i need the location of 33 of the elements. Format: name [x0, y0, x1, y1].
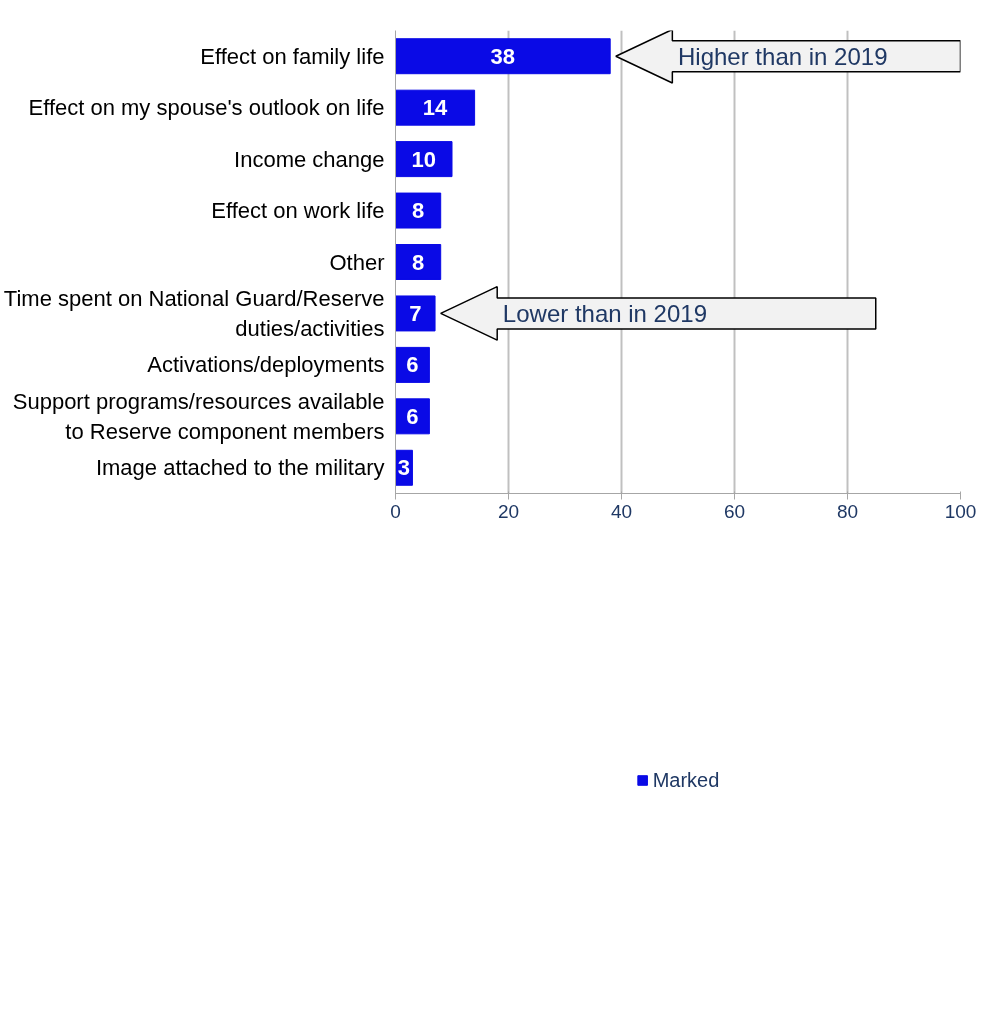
legend-label: Marked — [652, 768, 720, 792]
data-label: 6 — [406, 403, 419, 429]
bar — [395, 244, 442, 280]
annotation: Higher than in 2019 — [678, 42, 888, 70]
y-tick-label: Effect on work life — [211, 198, 385, 224]
bar — [395, 38, 611, 75]
y-tick-label: Support programs/resources available to Reserve component members — [12, 388, 385, 444]
bar — [395, 192, 442, 229]
x-tick-label: 80 — [836, 500, 859, 522]
data-label: 6 — [406, 352, 419, 378]
data-label: 3 — [397, 455, 411, 481]
y-tick-label: Activations/deployments — [147, 352, 385, 378]
bar — [395, 141, 453, 178]
y-tick-label: Image attached to the military — [95, 455, 385, 481]
data-label: 7 — [409, 300, 422, 326]
data-label: 8 — [411, 249, 425, 275]
x-tick-label: 40 — [610, 500, 633, 522]
bar — [395, 89, 476, 126]
y-tick-label: Time spent on National Guard/Reserve duties/activities — [3, 285, 385, 341]
data-label: 38 — [490, 43, 516, 69]
x-tick-label: 60 — [723, 500, 746, 522]
bar — [395, 295, 436, 332]
y-tick-label: Income change — [234, 146, 385, 172]
x-tick-label: 20 — [497, 500, 520, 522]
annotation: Lower than in 2019 — [502, 299, 708, 327]
data-label: 8 — [411, 198, 425, 224]
data-label: 10 — [411, 146, 436, 172]
y-tick-label: Effect on my spouse's outlook on life — [28, 95, 385, 121]
y-tick-label: Other — [329, 249, 385, 275]
x-tick-label: 0 — [390, 500, 401, 522]
y-tick-label: Effect on family life — [200, 43, 385, 69]
x-tick-label: 100 — [944, 500, 977, 522]
data-label: 14 — [422, 95, 449, 121]
